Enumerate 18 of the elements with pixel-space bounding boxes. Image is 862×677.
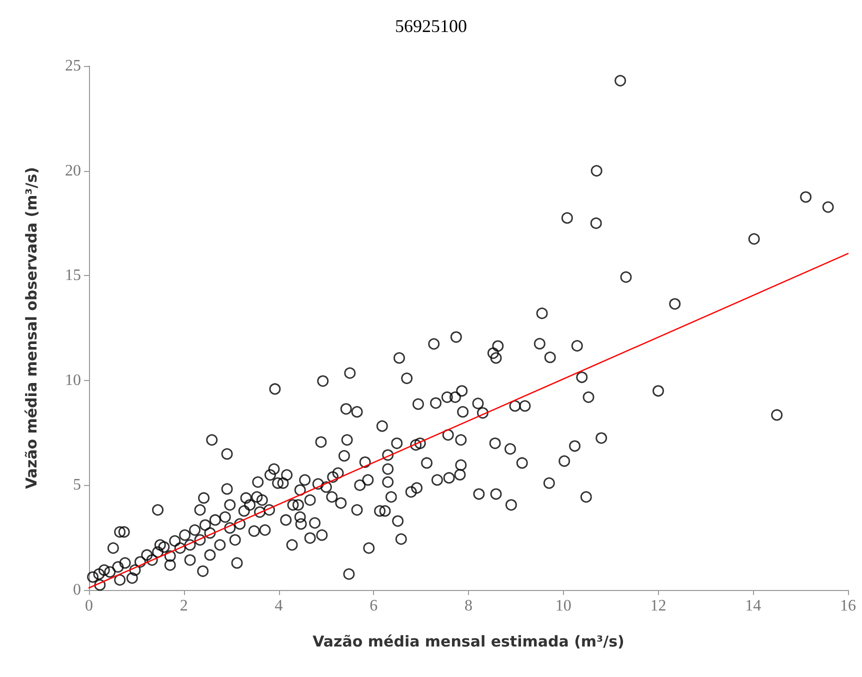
- y-tick-label: 25: [65, 58, 81, 74]
- y-tick-label: 15: [65, 267, 81, 284]
- x-tick-label: 0: [85, 598, 93, 614]
- x-tick-label: 2: [180, 598, 188, 614]
- x-tick-label: 4: [274, 598, 283, 614]
- y-tick-label: 10: [65, 372, 81, 389]
- y-tick-label: 0: [73, 582, 81, 598]
- y-tick-label: 20: [65, 162, 81, 180]
- x-tick-label: 14: [745, 598, 762, 614]
- x-axis-title: Vazão média mensal estimada (m³/s): [312, 632, 624, 650]
- x-tick-label: 6: [370, 598, 378, 614]
- x-tick-label: 10: [555, 598, 572, 614]
- x-tick-label: 12: [650, 598, 666, 614]
- x-tick-label: 16: [840, 598, 856, 614]
- y-tick-label: 5: [73, 476, 81, 494]
- x-tick-label: 8: [464, 598, 472, 614]
- chart-title: 56925100: [395, 16, 467, 36]
- y-axis-title: Vazão média mensal observada (m³/s): [22, 166, 40, 490]
